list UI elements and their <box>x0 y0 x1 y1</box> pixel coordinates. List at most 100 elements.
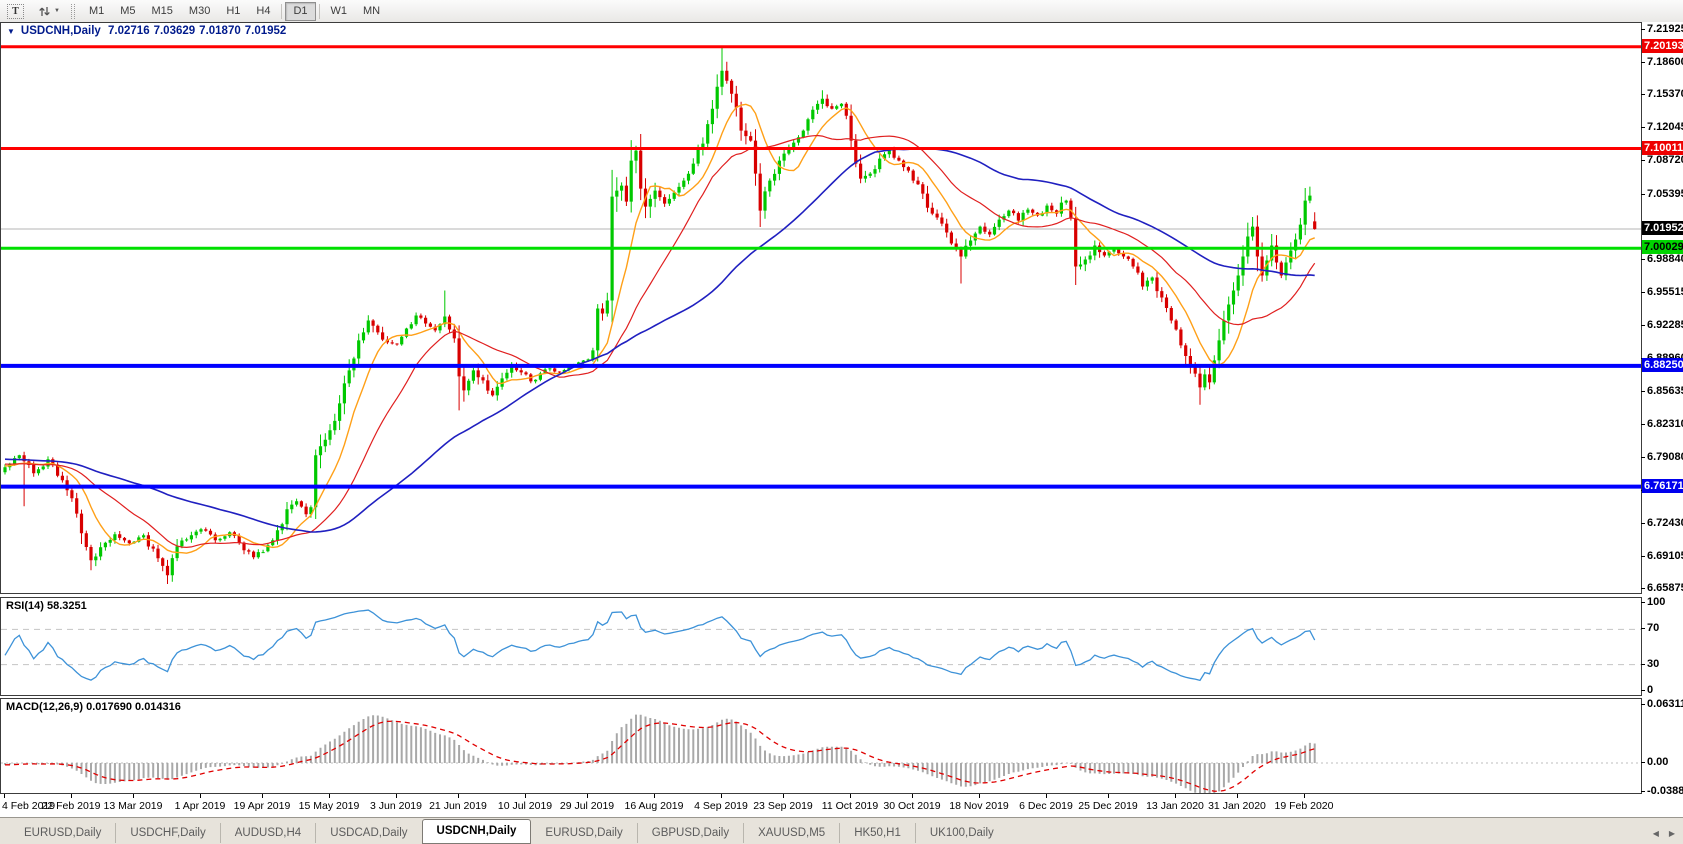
price-tick-label: 7.08720 <box>1647 154 1683 167</box>
timeframe-button-h1[interactable]: H1 <box>226 5 241 17</box>
date-axis[interactable]: 4 Feb 2019 22 Feb 2019 13 Mar 2019 1 Apr 20… <box>0 794 1683 816</box>
main-chart-panel[interactable] <box>0 22 1642 594</box>
date-tick-label: 4 Feb 2019 <box>2 800 56 812</box>
date-tick <box>1237 794 1238 798</box>
symbol-tab-gbpusd-daily[interactable]: GBPUSD,Daily <box>636 823 743 843</box>
level-price-badge: 7.10011 <box>1642 140 1683 155</box>
symbol-tab-uk100-daily[interactable]: UK100,Daily <box>914 823 1008 843</box>
chart-symbol-label: USDCNH,Daily <box>20 25 101 37</box>
price-tick-label: 7.21925 <box>1647 22 1683 35</box>
date-tick-label: 23 Sep 2019 <box>753 800 813 812</box>
macd-panel[interactable] <box>0 698 1642 794</box>
rsi-label: RSI(14) 58.3251 <box>6 600 87 612</box>
date-tick-label: 21 Jun 2019 <box>429 800 487 812</box>
date-tick-label: 16 Aug 2019 <box>624 800 684 812</box>
timeframe-button-h4[interactable]: H4 <box>256 5 271 17</box>
axis-tick <box>1641 93 1645 95</box>
date-tick <box>1304 794 1305 798</box>
date-tick-label: 3 Jun 2019 <box>370 800 422 812</box>
axis-tick <box>1641 791 1645 792</box>
symbol-tab-audusd-h4[interactable]: AUDUSD,H4 <box>219 823 315 843</box>
price-tick-label: 6.95515 <box>1647 286 1683 299</box>
date-tick <box>525 794 526 798</box>
rsi-tick-label: 70 <box>1647 622 1660 635</box>
tab-scroll-right-icon[interactable]: ▶ <box>1668 829 1675 838</box>
axis-tick <box>1641 602 1645 603</box>
ohlc-high: 7.03629 <box>153 25 196 37</box>
axis-tick <box>1641 28 1645 30</box>
date-tick <box>1046 794 1047 798</box>
tab-scroll-arrows: ◀ ▶ <box>1653 829 1675 838</box>
price-tick-label: 6.98840 <box>1647 253 1683 266</box>
axis-tick <box>1641 663 1645 665</box>
price-tick-label: 6.79080 <box>1647 450 1683 463</box>
timeframe-button-d1[interactable]: D1 <box>285 1 316 21</box>
axis-tick <box>1641 292 1645 294</box>
ohlc-low: 7.01870 <box>199 25 241 37</box>
symbol-tab-usdcad-daily[interactable]: USDCAD,Daily <box>315 823 421 843</box>
date-tick <box>721 794 722 798</box>
timeframe-button-mn[interactable]: MN <box>363 5 381 17</box>
price-tick-label: 7.18600 <box>1647 55 1683 68</box>
axis-tick <box>1641 160 1645 162</box>
symbol-tab-usdcnh-daily[interactable]: USDCNH,Daily <box>421 819 532 844</box>
price-tick-label: 6.72430 <box>1647 516 1683 529</box>
tab-scroll-left-icon[interactable]: ◀ <box>1652 829 1659 838</box>
timeframe-button-m5[interactable]: M5 <box>120 5 136 17</box>
price-tick-label: 7.15370 <box>1647 87 1683 100</box>
date-tick <box>458 794 459 798</box>
symbol-tab-usdchf-daily[interactable]: USDCHF,Daily <box>115 823 219 843</box>
level-price-badge: 7.20193 <box>1642 38 1683 53</box>
rsi-tick-label: 0 <box>1647 684 1654 696</box>
axis-tick <box>1641 61 1645 63</box>
date-tick-label: 15 May 2019 <box>298 800 360 812</box>
main-chart-canvas[interactable] <box>1 23 1641 593</box>
symbol-tab-hk50-h1[interactable]: HK50,H1 <box>839 823 915 843</box>
date-tick <box>133 794 134 798</box>
symbol-tab-eurusd-daily[interactable]: EURUSD,Daily <box>545 827 623 839</box>
rsi-tick-label: 100 <box>1647 596 1666 608</box>
date-tick-label: 6 Dec 2019 <box>1019 800 1073 812</box>
rsi-panel[interactable] <box>0 597 1642 696</box>
title-dropdown-icon[interactable]: ▼ <box>7 27 15 36</box>
horizontal-level-lines[interactable] <box>1 45 1641 489</box>
chevron-down-icon: ▼ <box>54 8 60 14</box>
macd-label: MACD(12,26,9) 0.017690 0.014316 <box>6 701 181 713</box>
date-tick <box>200 794 201 798</box>
moving-average-9 <box>4 103 1315 554</box>
macd-histogram <box>4 714 1316 793</box>
date-tick-label: 31 Jan 2020 <box>1208 800 1266 812</box>
sort-arrows-icon <box>39 6 50 16</box>
timeframe-button-w1[interactable]: W1 <box>330 5 348 17</box>
symbol-tab-eurusd-daily[interactable]: EURUSD,Daily <box>24 827 102 839</box>
date-tick <box>587 794 588 798</box>
timeframe-button-m1[interactable]: M1 <box>88 5 105 17</box>
axis-tick <box>1641 522 1645 524</box>
axis-tick <box>1641 588 1645 590</box>
date-tick <box>396 794 397 798</box>
text-tool-button[interactable]: T <box>1 2 30 20</box>
price-tick-label: 7.05395 <box>1647 187 1683 200</box>
timeframe-button-m15[interactable]: M15 <box>151 5 173 17</box>
toolbar-grip <box>70 3 75 19</box>
date-tick-label: 25 Dec 2019 <box>1078 800 1138 812</box>
symbol-tabs: EURUSD,Daily USDCHF,Daily AUDUSD,H4 USDCAD,… <box>10 818 1008 844</box>
price-tick-label: 6.92285 <box>1647 318 1683 331</box>
moving-average-22 <box>4 134 1316 549</box>
level-price-badge: 7.00029 <box>1642 240 1683 255</box>
symbol-tab-xauusd-m5[interactable]: XAUUSD,M5 <box>743 823 839 843</box>
price-tick-label: 6.69105 <box>1647 550 1683 563</box>
date-tick <box>71 794 72 798</box>
axis-tick <box>1641 193 1645 195</box>
date-tick <box>1175 794 1176 798</box>
price-axis[interactable]: 7.21925 7.18600 7.15370 7.12045 7.08720 7.053… <box>1641 22 1683 797</box>
ohlc-open: 7.02716 <box>108 25 150 37</box>
macd-canvas[interactable] <box>1 699 1641 793</box>
macd-tick-label: 0.063113 <box>1647 698 1683 710</box>
timeframe-button-m30[interactable]: M30 <box>188 5 211 17</box>
rsi-line <box>4 609 1316 682</box>
rsi-canvas[interactable] <box>1 598 1641 695</box>
macd-tick-label: 0.00 <box>1647 756 1669 768</box>
arrange-symbols-button[interactable]: ▼ <box>32 2 66 20</box>
chart-title: ▼ USDCNH,Daily 7.02716 7.03629 7.01870 7.019… <box>7 25 290 37</box>
